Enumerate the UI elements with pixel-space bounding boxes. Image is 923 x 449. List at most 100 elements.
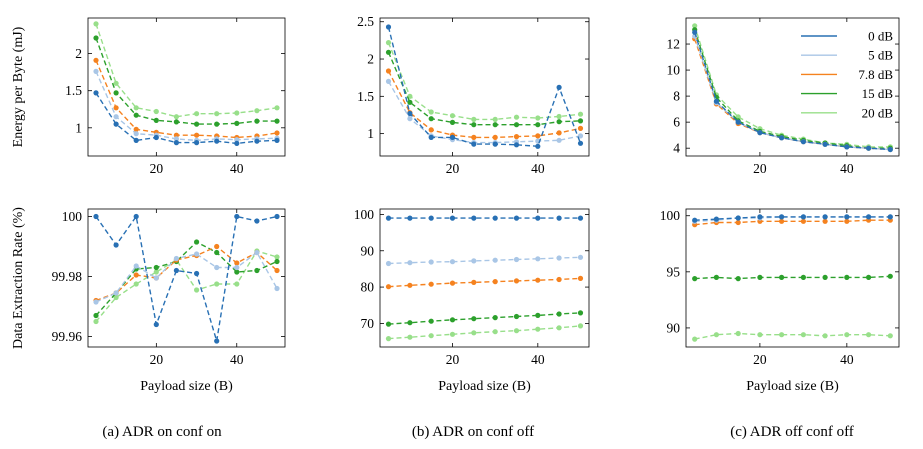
data-point — [866, 274, 872, 280]
series-line — [387, 42, 581, 121]
data-point — [407, 116, 413, 122]
data-point — [449, 134, 456, 140]
data-point — [234, 281, 240, 287]
data-point — [173, 267, 179, 274]
data-point — [735, 330, 741, 337]
data-point — [93, 21, 99, 27]
data-point — [173, 114, 179, 120]
data-point — [577, 215, 584, 221]
data-point — [194, 121, 200, 127]
data-point — [234, 269, 240, 275]
data-point — [692, 336, 698, 342]
data-point — [556, 215, 562, 221]
data-point — [93, 35, 99, 41]
data-point — [173, 132, 179, 138]
data-point — [800, 332, 807, 338]
data-point — [214, 264, 220, 271]
data-point — [194, 270, 200, 277]
series-line — [95, 245, 278, 302]
data-point — [535, 133, 541, 139]
series-line — [95, 23, 278, 118]
y-tick-label: 100 — [660, 208, 681, 223]
data-point — [735, 276, 741, 282]
data-point — [779, 135, 785, 141]
data-point — [194, 140, 200, 146]
data-point — [556, 130, 562, 136]
x-tick-label: 40 — [840, 161, 854, 176]
figure-caption: (c) ADR off conf off — [730, 424, 854, 440]
data-point — [844, 332, 850, 338]
data-point — [577, 254, 584, 260]
data-point — [194, 251, 200, 257]
data-point — [93, 57, 99, 63]
y-tick-label: 1 — [75, 120, 82, 135]
data-point — [779, 274, 785, 280]
y-tick-label: 12 — [667, 37, 681, 52]
data-point — [513, 328, 520, 334]
series-line — [95, 37, 277, 125]
data-point — [735, 215, 741, 221]
data-point — [93, 312, 99, 319]
data-point — [692, 29, 698, 35]
data-point — [133, 112, 139, 118]
data-point — [385, 40, 392, 46]
data-point — [254, 267, 260, 274]
data-point — [385, 68, 392, 74]
data-point — [577, 118, 584, 124]
data-point — [153, 269, 159, 275]
data-point — [428, 259, 434, 265]
data-point — [513, 215, 520, 221]
data-point — [844, 144, 850, 150]
data-point — [779, 214, 785, 220]
data-point — [556, 311, 562, 317]
legend-label: 5 dB — [868, 48, 893, 63]
series-line — [95, 241, 278, 316]
x-tick-label: 20 — [753, 352, 767, 367]
data-point — [93, 68, 99, 74]
series-line — [387, 52, 581, 126]
data-point — [535, 122, 541, 128]
data-point — [274, 258, 280, 265]
data-point — [844, 274, 850, 280]
data-point — [492, 257, 498, 263]
y-tick-label: 1.5 — [65, 83, 82, 98]
data-point — [113, 105, 119, 111]
x-tick-label: 20 — [150, 352, 164, 367]
y-tick-label: 99.96 — [52, 329, 83, 344]
data-point — [133, 131, 139, 137]
data-point — [113, 80, 119, 86]
y-tick-label: 2 — [75, 46, 82, 61]
data-point — [93, 318, 99, 325]
data-point — [407, 215, 413, 221]
x-tick-label: 20 — [446, 352, 460, 367]
data-point — [214, 281, 220, 287]
plot-frame — [87, 208, 286, 348]
y-tick-label: 90 — [361, 243, 375, 258]
data-point — [428, 134, 434, 140]
y-tick-label: 80 — [361, 280, 375, 295]
legend-label: 15 dB — [862, 86, 894, 101]
data-point — [93, 213, 99, 220]
data-point — [113, 114, 119, 120]
data-point — [194, 132, 200, 138]
data-point — [556, 119, 562, 125]
chart-panel: 20 40 1 1.5 2 Energy per Byte (mJ) — [11, 17, 286, 176]
data-point — [133, 213, 139, 220]
data-point — [234, 260, 240, 266]
data-point — [254, 108, 260, 114]
series-line — [95, 92, 278, 145]
y-tick-label: 4 — [673, 141, 680, 156]
chart-panel: 20 40 4 6 8 10 12 0 dB 5 dB 7.8 dB 15 dB 20 dB — [667, 17, 900, 176]
data-point — [822, 214, 828, 220]
data-point — [407, 99, 413, 105]
x-axis-label: Payload size (B) — [140, 379, 233, 394]
series-line — [694, 332, 891, 340]
data-point — [713, 216, 720, 222]
x-tick-label: 20 — [446, 161, 460, 176]
data-point — [153, 264, 159, 271]
data-point — [513, 142, 520, 148]
data-point — [471, 141, 477, 147]
data-point — [577, 323, 584, 329]
data-point — [385, 24, 392, 30]
